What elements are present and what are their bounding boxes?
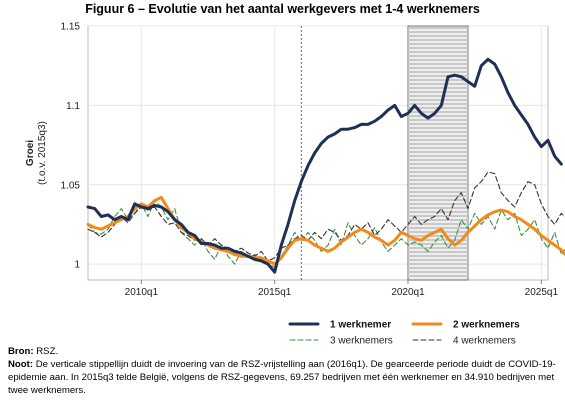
- y-tick-label: 1.05: [61, 180, 81, 191]
- source-text: RSZ.: [36, 346, 59, 357]
- figure-title: Figuur 6 – Evolutie van het aantal werkg…: [85, 2, 480, 16]
- figure-notes: Bron: RSZ. Noot: De verticale stippellij…: [8, 345, 560, 397]
- source-line: Bron: RSZ.: [8, 345, 560, 358]
- x-tick-label: 2025q1: [525, 287, 559, 298]
- series-line-4-werknemers: [87, 171, 565, 262]
- y-tick-label: 1.1: [66, 101, 80, 112]
- x-tick-label: 2015q1: [258, 287, 292, 298]
- note-text: De verticale stippellijn duidt de invoer…: [8, 359, 556, 396]
- source-label: Bron:: [8, 346, 34, 357]
- plot-frame: [87, 25, 549, 281]
- y-axis-label: Groei: [25, 140, 36, 166]
- series-line-1-werknemer: [86, 57, 563, 274]
- series-line-3-werknemers: [87, 200, 565, 268]
- legend-label-3: 3 werknemers: [330, 336, 393, 346]
- legend-label-4: 4 werknemers: [453, 336, 516, 346]
- line-chart: 1 1.05 1.1 1.15 2010q1 2015q1 2020q1 2025q1 Groe…: [25, 22, 565, 346]
- y-tick-label: 1: [74, 260, 80, 271]
- note-label: Noot:: [8, 359, 34, 370]
- legend-label-2: 2 werknemers: [453, 320, 520, 331]
- x-tick-label: 2020q1: [391, 287, 425, 298]
- note-line: Noot: De verticale stippellijn duidt de …: [8, 358, 560, 397]
- y-axis-sublabel: (t.o.v. 2015q3): [37, 121, 48, 185]
- legend-label-1: 1 werknemer: [330, 320, 391, 331]
- y-tick-label: 1.15: [61, 22, 81, 33]
- x-tick-label: 2010q1: [125, 287, 159, 298]
